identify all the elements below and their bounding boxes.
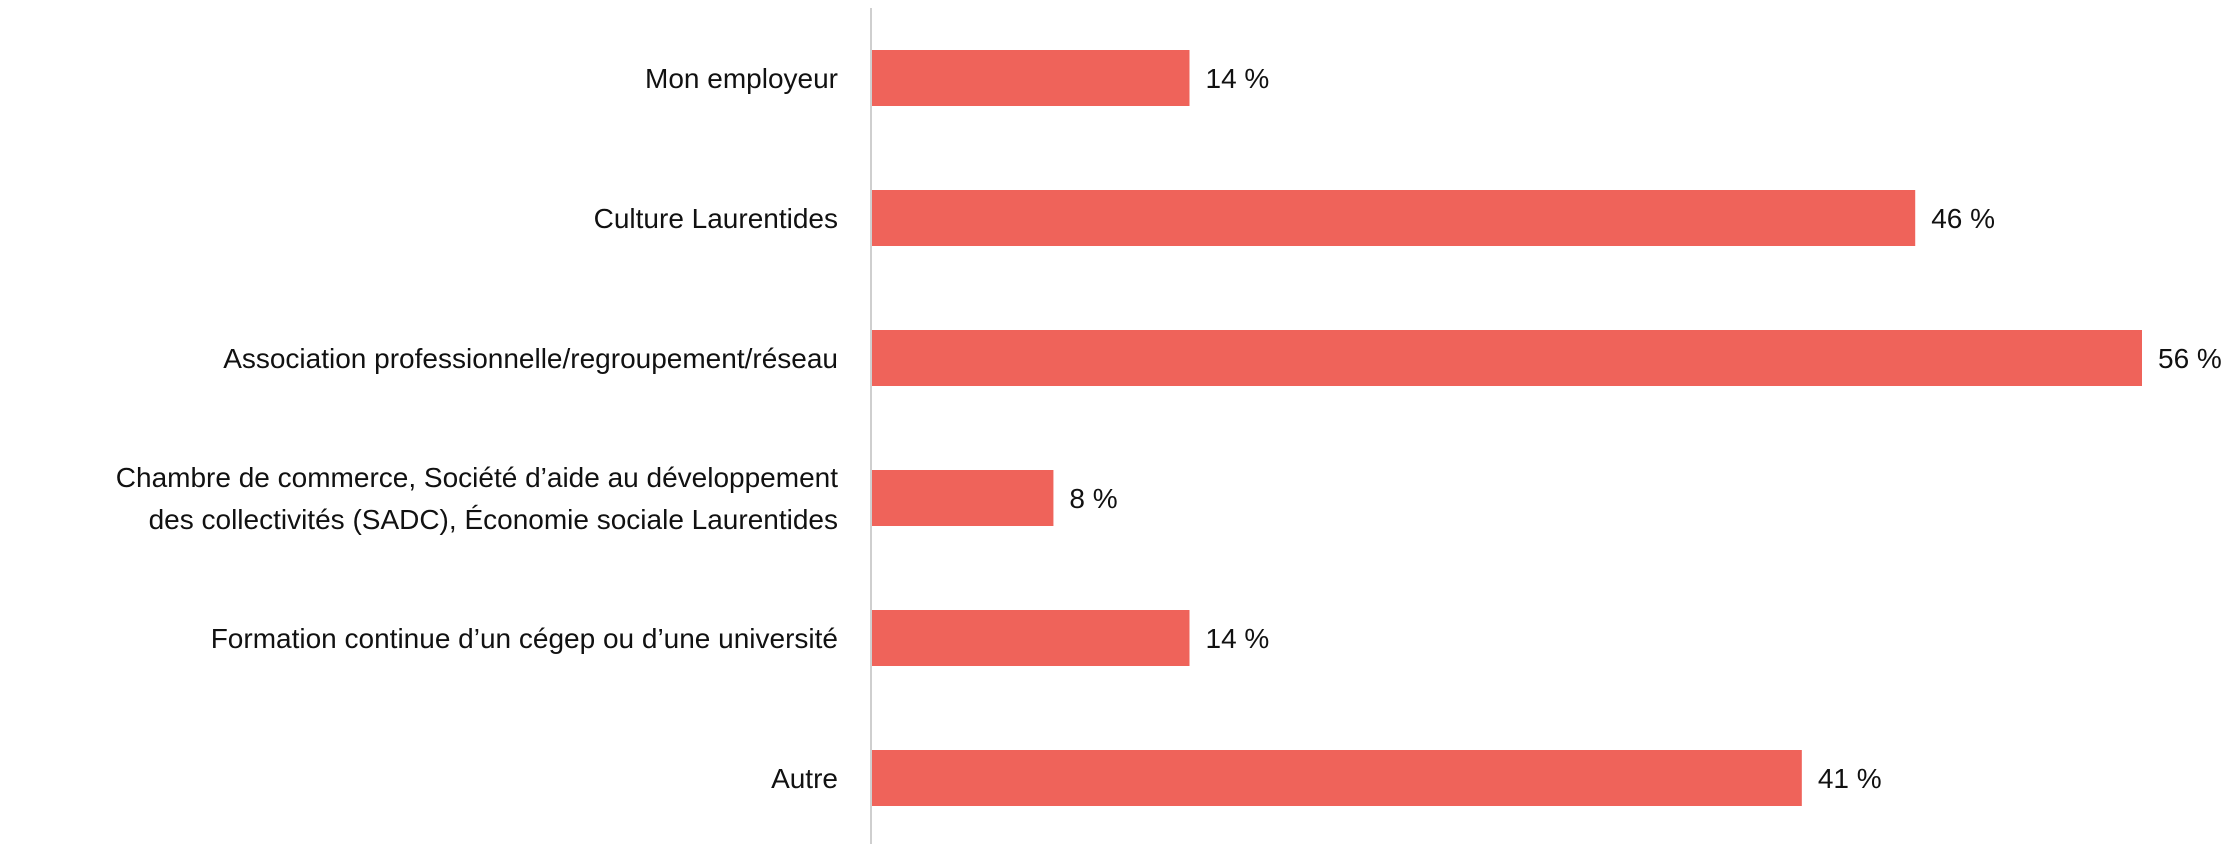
- category-label: Mon employeur: [645, 63, 838, 94]
- bar: [872, 330, 2142, 386]
- category-label-line: Association professionnelle/regroupement…: [223, 343, 838, 374]
- bar: [872, 470, 1054, 526]
- category-label-line: Chambre de commerce, Société d’aide au d…: [116, 462, 838, 493]
- value-labels: 14 % 46 % 56 % 8 % 14 % 41 %: [1069, 63, 2221, 794]
- bar: [872, 50, 1190, 106]
- bar: [872, 750, 1802, 806]
- value-label: 14 %: [1206, 63, 1270, 94]
- category-labels: Mon employeur Culture Laurentides Associat…: [116, 63, 838, 794]
- category-label-line: Mon employeur: [645, 63, 838, 94]
- category-label: Formation continue d’un cégep ou d’une u…: [211, 623, 838, 654]
- bar: [872, 610, 1190, 666]
- category-label-line: Formation continue d’un cégep ou d’une u…: [211, 623, 838, 654]
- value-label: 14 %: [1206, 623, 1270, 654]
- category-label-line: Culture Laurentides: [594, 203, 838, 234]
- category-label-line: des collectivités (SADC), Économie socia…: [149, 504, 838, 535]
- value-label: 41 %: [1818, 763, 1882, 794]
- category-label: Autre: [771, 763, 838, 794]
- category-label: Chambre de commerce, Société d’aide au d…: [116, 462, 838, 535]
- value-label: 46 %: [1931, 203, 1995, 234]
- bar: [872, 190, 1916, 246]
- category-label-line: Autre: [771, 763, 838, 794]
- value-label: 56 %: [2158, 343, 2222, 374]
- category-label: Culture Laurentides: [594, 203, 838, 234]
- bars: [872, 50, 2142, 806]
- category-label: Association professionnelle/regroupement…: [223, 343, 838, 374]
- value-label: 8 %: [1069, 483, 1117, 514]
